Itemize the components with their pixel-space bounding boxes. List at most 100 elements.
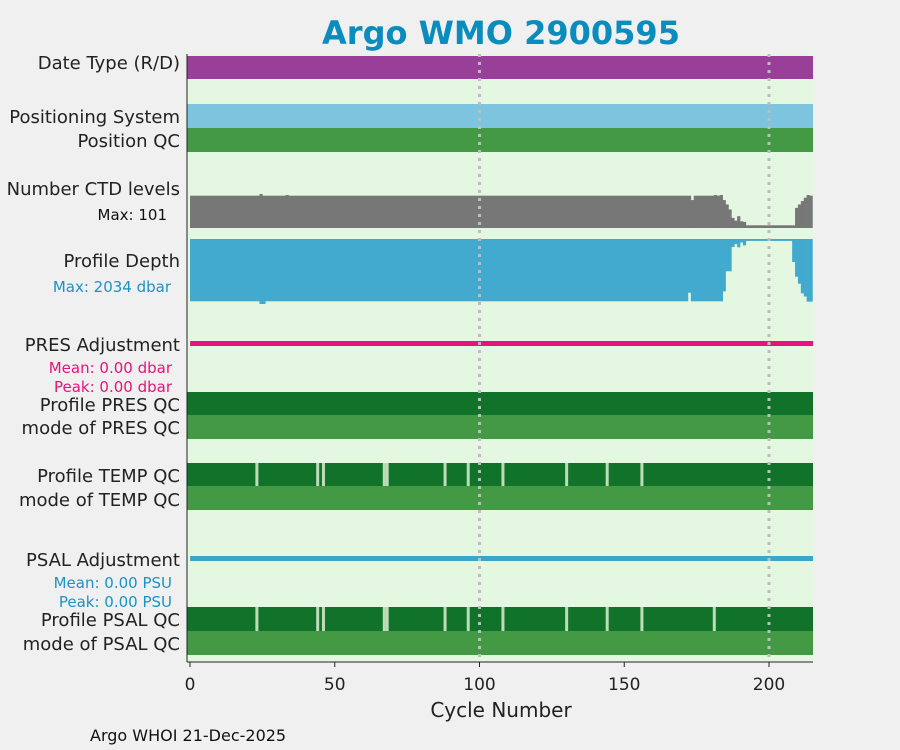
temp-qc-gap-8 (565, 463, 569, 486)
note-pres-mean: Mean: 0.00 dbar (49, 359, 173, 377)
ctd-bar-3 (285, 195, 289, 228)
ctd-bar-8 (716, 195, 721, 228)
psal-qc-gap-6 (466, 607, 470, 631)
psal-qc-gap-2 (321, 607, 325, 631)
temp-qc-gap-0 (255, 463, 259, 486)
label-pres-adjustment: PRES Adjustment (25, 335, 180, 356)
plot-area (186, 54, 814, 663)
band-profile-psal-qc (187, 607, 814, 631)
temp-qc-gap-7 (501, 463, 505, 486)
pres-adjustment-line (190, 341, 814, 346)
x-tick-label-100: 100 (463, 675, 495, 695)
temp-qc-gap-6 (466, 463, 470, 486)
psal-qc-gap-11 (712, 607, 716, 631)
temp-qc-gap-4 (385, 463, 389, 486)
ctd-bar-15 (737, 216, 741, 228)
psal-qc-gap-1 (316, 607, 320, 631)
ctd-bar-14 (734, 220, 738, 228)
depth-bar-6 (725, 239, 732, 272)
psal-qc-gap-0 (255, 607, 259, 631)
band-mode-temp-qc (187, 486, 814, 510)
label-psal-adjustment: PSAL Adjustment (26, 550, 180, 571)
ctd-bar-23 (806, 195, 810, 228)
ctd-bar-2 (262, 195, 286, 228)
ctd-bar-18 (745, 225, 796, 228)
ctd-bar-20 (797, 204, 802, 228)
chart-title: Argo WMO 2900595 (322, 14, 680, 52)
psal-qc-gap-10 (640, 607, 644, 631)
psal-qc-gap-4 (385, 607, 389, 631)
band-profile-temp-qc (187, 463, 814, 486)
ctd-bar-22 (803, 197, 807, 228)
band-positioning-system (187, 104, 814, 128)
ctd-bar-7 (713, 195, 718, 228)
band-mode-pres-qc (187, 415, 814, 439)
label-ctd-levels: Number CTD levels (7, 179, 180, 200)
ctd-bar-6 (693, 195, 715, 228)
temp-qc-gap-5 (443, 463, 447, 486)
x-tick-label-200: 200 (753, 675, 785, 695)
psal-qc-gap-9 (605, 607, 609, 631)
ctd-bar-9 (719, 195, 723, 228)
note-psal-peak: Peak: 0.00 PSU (59, 593, 172, 611)
label-mode-temp-qc: mode of TEMP QC (19, 490, 180, 511)
depth-bar-8 (734, 239, 738, 245)
depth-bar-11 (742, 239, 747, 246)
temp-qc-gap-10 (640, 463, 644, 486)
temp-qc-gap-2 (321, 463, 325, 486)
x-tick-label-50: 50 (324, 675, 346, 695)
ctd-bar-1 (259, 194, 263, 228)
x-tick-label-150: 150 (608, 675, 640, 695)
ctd-bar-13 (731, 217, 735, 228)
depth-bar-14 (795, 239, 799, 277)
band-position-qc (187, 128, 814, 152)
depth-bar-10 (740, 239, 744, 243)
band-mode-psal-qc (187, 631, 814, 655)
label-profile-depth: Profile Depth (63, 251, 180, 272)
band-date-type (187, 56, 814, 79)
axes (186, 54, 813, 663)
depth-bar-2 (265, 239, 689, 302)
depth-bar-0 (190, 239, 260, 302)
psal-qc-gap-5 (443, 607, 447, 631)
ctd-bar-17 (742, 221, 747, 228)
x-axis-label: Cycle Number (430, 698, 572, 722)
label-profile-psal-qc: Profile PSAL QC (41, 610, 180, 631)
depth-bar-17 (803, 239, 807, 297)
depth-bar-15 (797, 239, 802, 284)
ctd-bar-10 (722, 200, 726, 228)
depth-bar-3 (687, 239, 692, 293)
depth-bar-5 (722, 239, 726, 292)
ctd-bar-21 (800, 201, 805, 228)
band-profile-pres-qc (187, 392, 814, 415)
psal-qc-gap-3 (382, 607, 386, 631)
ctd-bar-19 (795, 207, 799, 228)
ctd-bar-16 (740, 221, 744, 228)
label-position-qc: Position QC (77, 131, 180, 152)
temp-qc-gap-3 (382, 463, 386, 486)
footer-source: Argo WHOI 21-Dec-2025 (90, 726, 286, 745)
x-ticks: 0 50 100 150 200 (185, 662, 785, 695)
temp-qc-gap-1 (316, 463, 320, 486)
note-depth-max: Max: 2034 dbar (53, 278, 172, 296)
note-pres-peak: Peak: 0.00 dbar (54, 378, 173, 396)
label-profile-temp-qc: Profile TEMP QC (37, 466, 180, 487)
ctd-bar-24 (809, 195, 813, 228)
ctd-bar-0 (190, 195, 260, 228)
ctd-bar-4 (288, 195, 692, 228)
x-tick-label-0: 0 (185, 675, 196, 695)
depth-bar-18 (806, 239, 813, 302)
psal-qc-gap-8 (565, 607, 569, 631)
vertical-gridlines (478, 54, 771, 662)
ctd-bar-5 (690, 200, 695, 228)
label-mode-psal-qc: mode of PSAL QC (23, 634, 180, 655)
psal-adjustment-line (190, 556, 814, 561)
ctd-bar-11 (725, 204, 729, 228)
depth-bar-1 (259, 239, 266, 304)
label-date-type: Date Type (R/D) (38, 53, 180, 74)
depth-bar-16 (800, 239, 805, 294)
note-psal-mean: Mean: 0.00 PSU (54, 574, 172, 592)
label-mode-pres-qc: mode of PRES QC (22, 418, 180, 439)
